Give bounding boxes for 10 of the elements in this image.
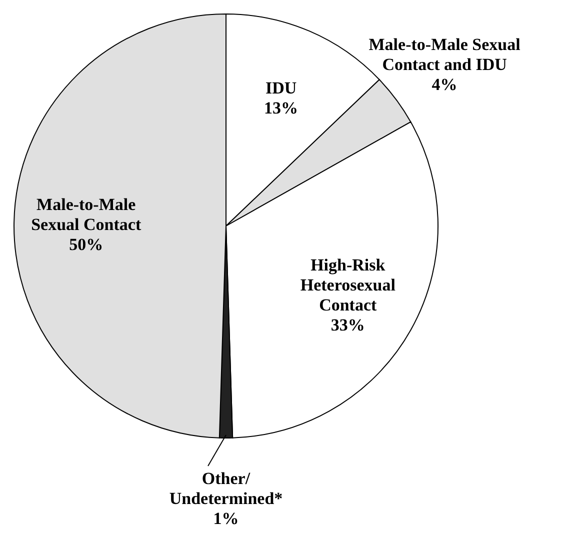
data-label: 33% — [330, 316, 365, 335]
slice-label: Male-to-Male Sexual Contact and IDU — [368, 35, 521, 74]
slice-label: Male-to-Male Sexual Contact — [31, 194, 142, 234]
slice-label: High-Risk Heterosexual Contact — [300, 256, 396, 315]
data-label: 50% — [69, 234, 104, 254]
data-label: 1% — [213, 509, 239, 528]
slice-label: IDU — [265, 78, 297, 98]
slice-label: Other/ Undetermined* — [169, 469, 283, 508]
data-label: 4% — [432, 75, 458, 94]
data-label: 13% — [264, 98, 298, 118]
